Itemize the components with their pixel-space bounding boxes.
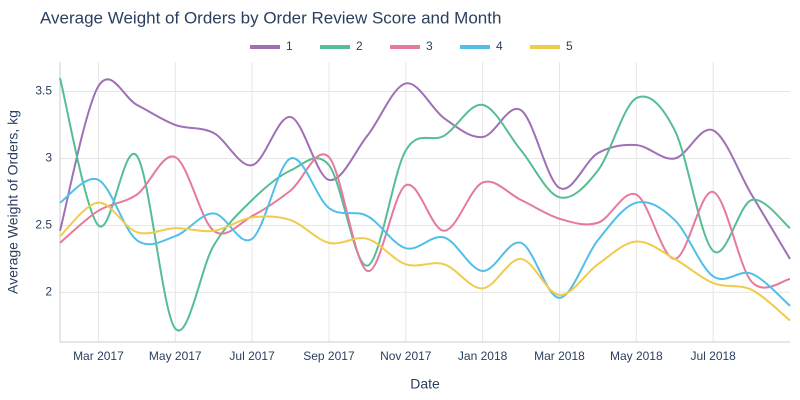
x-tick-label: Jul 2017 xyxy=(229,349,275,363)
x-tick-label: Jan 2018 xyxy=(458,349,508,363)
y-tick-label: 2.5 xyxy=(35,218,52,232)
x-tick-label: Jul 2018 xyxy=(690,349,736,363)
series-line xyxy=(59,153,791,289)
legend-label: 2 xyxy=(356,39,363,53)
legend-label: 1 xyxy=(286,39,293,53)
series-line xyxy=(59,157,791,307)
series-line xyxy=(59,78,791,260)
series-line xyxy=(59,77,791,332)
y-tick-label: 3.5 xyxy=(35,84,52,98)
x-tick-label: May 2018 xyxy=(610,349,663,363)
x-axis-label: Date xyxy=(410,376,440,392)
x-tick-label: Sep 2017 xyxy=(303,349,355,363)
x-tick-label: May 2017 xyxy=(149,349,202,363)
x-tick-label: Nov 2017 xyxy=(380,349,432,363)
y-axis-label: Average Weight of Orders, kg xyxy=(5,110,21,294)
series-line xyxy=(59,201,791,322)
legend-label: 5 xyxy=(566,39,573,53)
x-tick-label: Mar 2018 xyxy=(534,349,585,363)
y-tick-label: 3 xyxy=(45,151,52,165)
legend-label: 3 xyxy=(426,39,433,53)
y-tick-label: 2 xyxy=(45,285,52,299)
x-tick-label: Mar 2017 xyxy=(73,349,124,363)
chart-title: Average Weight of Orders by Order Review… xyxy=(40,8,501,27)
legend-label: 4 xyxy=(496,39,503,53)
